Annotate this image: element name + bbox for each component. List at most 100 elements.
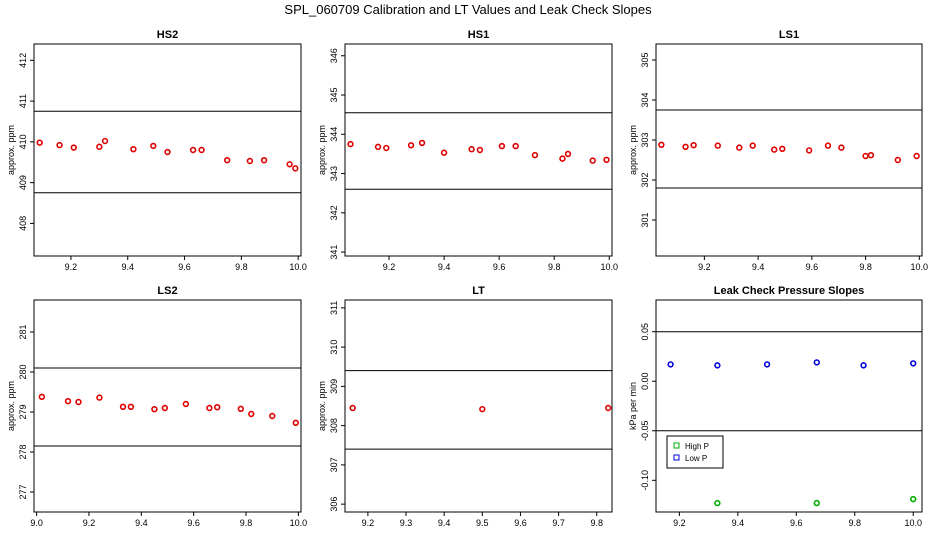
data-point — [531, 151, 539, 159]
data-point — [206, 404, 213, 412]
x-tick-label: 9.4 — [752, 262, 765, 272]
legend-swatch — [673, 442, 680, 449]
y-tick-label: 408 — [18, 216, 28, 231]
x-tick-label: 9.0 — [30, 518, 43, 528]
panel-4: LT 9.2 9.3 9.4 9.5 9.6 9.7 9.8 306 307 308 309 310 31… — [317, 285, 613, 528]
data-point — [512, 142, 519, 150]
data-point — [838, 144, 845, 151]
data-point — [189, 146, 197, 154]
data-point — [96, 143, 103, 150]
x-tick-label: 10.0 — [911, 262, 929, 272]
panel-3: LS2 9.0 9.2 9.4 9.6 9.8 10.0 277 278 279 280 281 app… — [6, 285, 307, 528]
x-tick-label: 9.5 — [476, 518, 489, 528]
y-tick-label: -0.10 — [640, 470, 650, 491]
x-tick-label: 9.8 — [240, 518, 253, 528]
data-point — [349, 404, 356, 412]
data-point — [749, 142, 756, 149]
x-tick-label: 9.4 — [732, 518, 745, 528]
data-point — [64, 398, 72, 405]
data-point — [130, 145, 137, 153]
panel-0: HS2 9.2 9.4 9.6 9.8 10.0 408 409 410 411 412 approx… — [6, 29, 307, 272]
legend-label: High P — [685, 442, 709, 451]
data-point — [214, 404, 221, 411]
x-tick-label: 9.6 — [790, 518, 803, 528]
data-point — [374, 143, 382, 151]
data-point — [292, 419, 299, 426]
y-axis-label: approx. ppm — [6, 381, 16, 431]
data-point — [913, 152, 920, 160]
y-tick-label: 344 — [329, 127, 339, 142]
y-axis-label: approx. ppm — [317, 381, 327, 431]
y-tick-label: 303 — [640, 132, 650, 147]
y-tick-label: 343 — [329, 166, 339, 181]
legend: High P Low P — [666, 435, 724, 469]
x-tick-label: 9.2 — [383, 262, 396, 272]
data-point — [182, 400, 190, 408]
data-point — [867, 152, 875, 159]
y-tick-label: 411 — [18, 94, 28, 108]
plot-frame — [33, 299, 302, 513]
data-point — [468, 146, 475, 153]
y-axis-label: approx. ppm — [628, 125, 638, 175]
data-point — [101, 137, 109, 145]
y-tick-label: 0.05 — [640, 323, 650, 341]
data-point — [38, 393, 46, 400]
data-point — [119, 403, 127, 410]
y-tick-label: 302 — [640, 172, 650, 187]
legend-label: Low P — [685, 454, 707, 463]
y-tick-label: 307 — [329, 457, 339, 472]
data-point — [667, 361, 674, 368]
data-point — [440, 149, 448, 156]
data-point — [763, 361, 771, 368]
panel-title: LT — [472, 285, 485, 297]
y-tick-label: 279 — [18, 404, 28, 419]
data-point — [383, 144, 390, 152]
data-point — [246, 157, 254, 165]
data-point — [70, 144, 77, 151]
y-tick-label: 311 — [329, 301, 339, 315]
data-point — [771, 146, 778, 153]
x-tick-label: 9.6 — [514, 518, 527, 528]
x-tick-label: 9.4 — [135, 518, 148, 528]
y-axis-label: approx. ppm — [317, 125, 327, 175]
data-point — [860, 362, 867, 369]
y-tick-label: 306 — [329, 497, 339, 512]
x-tick-label: 9.6 — [187, 518, 200, 528]
y-tick-label: 346 — [329, 48, 339, 63]
plot-frame — [344, 299, 613, 513]
y-axis-label: approx. ppm — [6, 125, 16, 175]
y-tick-label: 409 — [18, 175, 28, 190]
data-point — [479, 405, 486, 413]
panel-title: LS1 — [779, 29, 799, 41]
x-tick-label: 9.4 — [438, 262, 451, 272]
data-point — [862, 152, 869, 160]
x-tick-label: 9.8 — [590, 518, 603, 528]
x-tick-label: 9.4 — [121, 262, 134, 272]
y-tick-label: -0.05 — [640, 421, 650, 442]
data-point — [690, 142, 697, 149]
data-point — [260, 156, 268, 164]
x-tick-label: 9.6 — [178, 262, 191, 272]
x-tick-label: 9.6 — [806, 262, 819, 272]
data-point — [714, 362, 721, 369]
x-tick-label: 9.8 — [849, 518, 862, 528]
panel-title: Leak Check Pressure Slopes — [714, 285, 864, 297]
data-point — [604, 404, 612, 412]
data-point — [164, 148, 171, 156]
x-tick-label: 9.2 — [673, 518, 686, 528]
figure-title: SPL_060709 Calibration and LT Values and… — [284, 2, 652, 17]
panel-title: HS2 — [157, 29, 178, 41]
data-point — [269, 412, 276, 420]
data-point — [150, 142, 157, 150]
x-tick-label: 10.0 — [904, 518, 922, 528]
data-point — [36, 139, 43, 146]
data-point — [75, 398, 82, 406]
data-point — [714, 142, 721, 149]
data-point — [714, 499, 721, 507]
data-point — [161, 404, 169, 412]
data-point — [223, 156, 231, 164]
x-tick-label: 9.7 — [552, 518, 565, 528]
y-tick-label: 309 — [329, 379, 339, 394]
data-point — [237, 405, 244, 412]
data-point — [292, 165, 299, 172]
